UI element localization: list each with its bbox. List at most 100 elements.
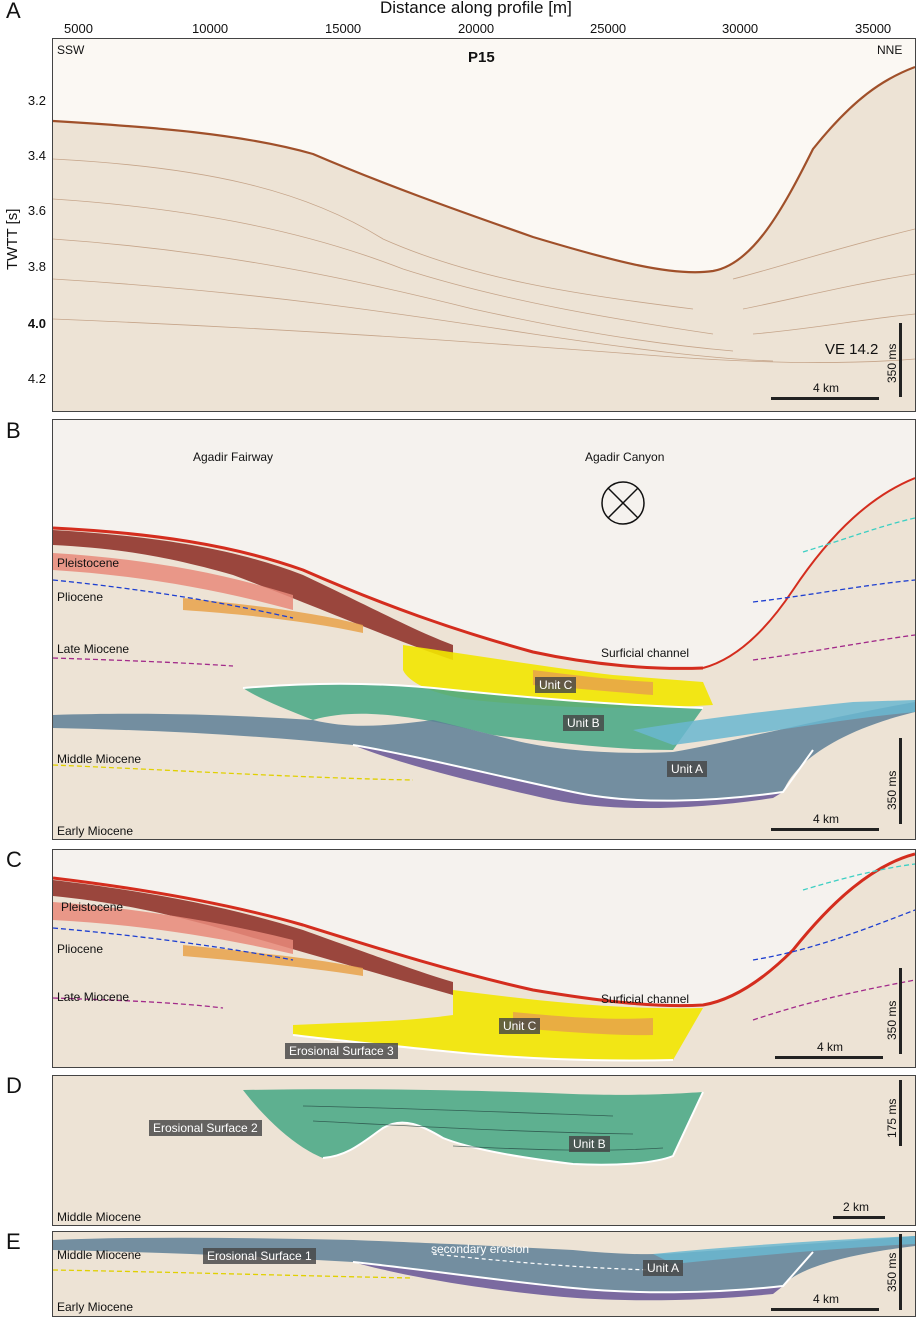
label-late-miocene: Late Miocene bbox=[57, 990, 130, 1004]
scale-bar-horizontal bbox=[771, 397, 879, 400]
label-middle-miocene: Middle Miocene bbox=[57, 1210, 142, 1224]
x-tick-5000: 5000 bbox=[64, 21, 93, 36]
pliocene-boundary bbox=[53, 927, 294, 961]
tag-erosional-surface-3: Erosional Surface 3 bbox=[285, 1043, 398, 1059]
unit-c-orange bbox=[533, 670, 653, 695]
unit-b-green bbox=[243, 683, 703, 750]
scale-label-horizontal: 4 km bbox=[813, 1292, 840, 1306]
y-tick-3.4: 3.4 bbox=[27, 148, 46, 163]
water-column bbox=[53, 420, 915, 669]
tag-erosional-surface-1: Erosional Surface 1 bbox=[203, 1248, 316, 1264]
x-tick-35000: 35000 bbox=[855, 21, 892, 36]
scale-bar-vertical bbox=[899, 1234, 902, 1310]
label-pliocene: Pliocene bbox=[57, 942, 104, 956]
water-column bbox=[53, 39, 915, 273]
scale-label-horizontal: 4 km bbox=[813, 812, 840, 826]
x-tick-20000: 20000 bbox=[458, 21, 495, 36]
direction-ssw: SSW bbox=[57, 43, 85, 57]
scale-label-vertical: 350 ms bbox=[885, 1252, 899, 1292]
y-tick-4.2: 4.2 bbox=[27, 371, 46, 386]
middle-miocene-boundary bbox=[53, 1269, 414, 1279]
orange-layer bbox=[183, 945, 363, 976]
label-late-miocene: Late Miocene bbox=[57, 642, 130, 656]
scale-bar-vertical bbox=[899, 968, 902, 1054]
label-early-miocene: Early Miocene bbox=[57, 824, 134, 838]
panel-d-letter: D bbox=[6, 1073, 22, 1098]
scale-bar-vertical bbox=[899, 323, 902, 397]
panel-b-svg bbox=[53, 420, 915, 839]
label-surficial-channel: Surficial channel bbox=[601, 646, 690, 660]
tag-unit-a: Unit A bbox=[643, 1260, 684, 1276]
erosional-surface-white-lower bbox=[352, 744, 814, 802]
label-agadir-fairway: Agadir Fairway bbox=[193, 450, 274, 464]
scale-bar-horizontal bbox=[771, 1308, 879, 1311]
tag-unit-c: Unit C bbox=[499, 1018, 541, 1034]
x-tick-30000: 30000 bbox=[722, 21, 759, 36]
pleistocene-boundary-right bbox=[802, 863, 915, 891]
pliocene-salmon-layer bbox=[53, 553, 293, 610]
scale-bar-horizontal bbox=[771, 828, 879, 831]
water-column bbox=[53, 850, 915, 1006]
panel-c-letter: C bbox=[6, 847, 22, 872]
flow-direction-icon bbox=[601, 481, 645, 525]
seafloor-red bbox=[53, 526, 704, 670]
label-agadir-canyon: Agadir Canyon bbox=[585, 450, 665, 464]
reflector-lines bbox=[53, 158, 915, 363]
x-axis-title: Distance along profile [m] bbox=[380, 0, 572, 17]
late-miocene-boundary bbox=[53, 657, 234, 667]
unit-a-lightblue bbox=[633, 700, 915, 745]
x-tick-25000: 25000 bbox=[590, 21, 627, 36]
label-pliocene: Pliocene bbox=[57, 590, 104, 604]
unit-b-internal-reflectors bbox=[302, 1105, 664, 1151]
middle-miocene-boundary bbox=[53, 764, 414, 781]
pliocene-salmon-layer bbox=[53, 902, 293, 954]
unit-c-orange bbox=[513, 1012, 653, 1036]
x-tick-10000: 10000 bbox=[192, 21, 229, 36]
tag-unit-c: Unit C bbox=[535, 677, 577, 693]
tag-erosional-surface-2: Erosional Surface 2 bbox=[149, 1120, 262, 1136]
erosional-surface-1-line bbox=[352, 1251, 814, 1294]
label-surficial-channel: Surficial channel bbox=[601, 992, 690, 1006]
panel-d-interpretation: Erosional Surface 2 Middle Miocene Unit … bbox=[52, 1075, 916, 1226]
seafloor-red-right bbox=[702, 477, 915, 669]
scale-label-vertical: 350 ms bbox=[885, 1000, 899, 1040]
label-middle-miocene: Middle Miocene bbox=[57, 752, 142, 766]
scale-label-vertical: 175 ms bbox=[885, 1098, 899, 1138]
profile-name: P15 bbox=[468, 49, 495, 66]
scale-label-vertical: 350 ms bbox=[885, 770, 899, 810]
scale-label-vertical: 350 ms bbox=[885, 343, 899, 383]
scale-bar-horizontal bbox=[833, 1216, 885, 1219]
panel-b-letter: B bbox=[6, 418, 21, 443]
y-tick-3.6: 3.6 bbox=[27, 203, 46, 218]
label-pleistocene: Pleistocene bbox=[57, 556, 120, 570]
seafloor-reflector bbox=[53, 65, 915, 274]
pliocene-boundary-right bbox=[752, 579, 915, 603]
scale-label-horizontal: 4 km bbox=[813, 381, 840, 395]
panel-b-interpretation: Agadir Fairway Agadir Canyon Pleistocene… bbox=[52, 419, 916, 840]
pleistocene-layer bbox=[53, 530, 453, 660]
panel-a-seismic: SSW NNE P15 VE 14.2 350 ms 4 km bbox=[52, 38, 916, 412]
scale-bar-vertical bbox=[899, 738, 902, 824]
panel-a-svg bbox=[53, 39, 915, 411]
y-tick-4.0: 4.0 bbox=[27, 316, 46, 331]
panel-c-svg bbox=[53, 850, 915, 1067]
scale-bar-horizontal bbox=[775, 1056, 883, 1059]
pliocene-boundary bbox=[53, 579, 294, 619]
unit-a-lightblue bbox=[653, 1236, 915, 1264]
late-miocene-boundary-right bbox=[752, 634, 915, 661]
panel-a-letter: A bbox=[6, 0, 21, 23]
direction-nne: NNE bbox=[877, 43, 903, 57]
panel-d-svg bbox=[53, 1076, 915, 1225]
label-middle-miocene: Middle Miocene bbox=[57, 1248, 142, 1262]
seafloor-red bbox=[53, 852, 915, 1008]
label-secondary-erosion: secondary erosion bbox=[431, 1242, 530, 1256]
panel-e-interpretation: Middle Miocene Early Miocene Erosional S… bbox=[52, 1231, 916, 1317]
label-early-miocene: Early Miocene bbox=[57, 1300, 134, 1314]
erosional-surface-white bbox=[242, 682, 704, 709]
late-miocene-boundary-right bbox=[752, 979, 915, 1021]
scale-label-horizontal: 2 km bbox=[843, 1200, 870, 1214]
label-pleistocene: Pleistocene bbox=[61, 900, 124, 914]
flow-direction-cross-b bbox=[607, 487, 639, 519]
y-tick-3.2: 3.2 bbox=[27, 93, 46, 108]
tag-unit-a: Unit A bbox=[667, 761, 708, 777]
